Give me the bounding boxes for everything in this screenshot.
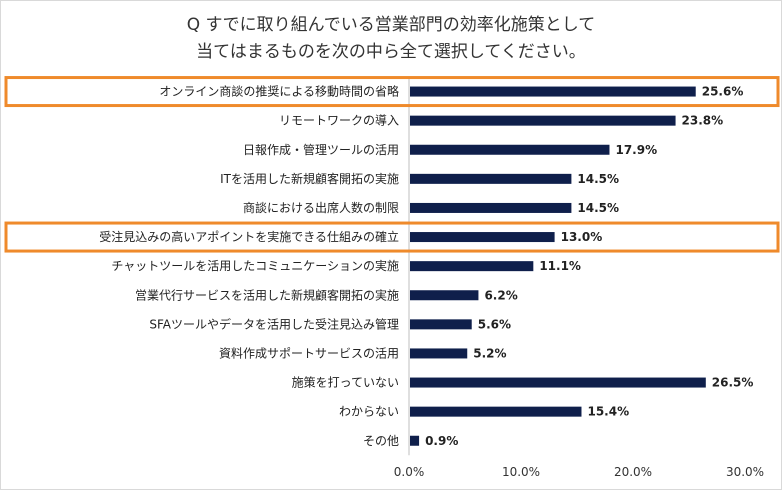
category-label: 資料作成サポートサービスの活用: [219, 346, 399, 360]
value-label: 11.1%: [539, 259, 581, 273]
category-label: 商談における出席人数の制限: [243, 200, 399, 215]
value-label: 5.2%: [473, 346, 506, 360]
value-label: 0.9%: [425, 434, 458, 448]
category-label: チャットツールを活用したコミュニケーションの実施: [111, 258, 399, 273]
x-tick-label: 30.0%: [726, 465, 764, 479]
bar: [410, 290, 479, 301]
chart-title-line2: 当てはまるものを次の中ら全て選択してください。: [196, 42, 586, 62]
x-tick-label: 10.0%: [502, 465, 540, 479]
category-label: 受注見込みの高いアポイントを実施できる仕組みの確立: [99, 229, 399, 244]
value-label: 17.9%: [615, 143, 657, 157]
category-label: オンライン商談の推奨による移動時間の省略: [159, 84, 399, 99]
highlight-box: [4, 221, 780, 253]
bar: [410, 261, 534, 272]
value-label: 23.8%: [682, 114, 724, 128]
category-label: 日報作成・管理ツールの活用: [243, 142, 399, 157]
bar: [410, 173, 572, 184]
bar: [410, 377, 706, 388]
category-label: SFAツールやデータを活用した受注見込み管理: [149, 316, 399, 331]
bar: [410, 144, 610, 155]
value-label: 14.5%: [577, 172, 619, 186]
x-tick-label: 0.0%: [394, 465, 425, 479]
bar: [410, 202, 572, 213]
x-tick-label: 20.0%: [614, 465, 652, 479]
chart-title-line1: Q すでに取り組んでいる営業部門の効率化施策として: [186, 15, 596, 35]
category-label: わからない: [339, 405, 399, 419]
highlight-box: [4, 76, 780, 108]
value-label: 6.2%: [484, 288, 517, 302]
category-label: 営業代行サービスを活用した新規顧客開拓の実施: [135, 287, 399, 302]
value-label: 13.0%: [561, 230, 603, 244]
bar: [410, 115, 676, 126]
value-label: 25.6%: [702, 85, 744, 99]
value-label: 14.5%: [577, 201, 619, 215]
value-label: 5.6%: [478, 317, 511, 331]
category-label: 施策を打っていない: [292, 376, 399, 390]
bar: [410, 232, 555, 243]
bar: [410, 319, 472, 330]
bar: [410, 86, 696, 97]
value-label: 26.5%: [712, 376, 754, 390]
bar: [410, 348, 468, 359]
bar: [410, 406, 582, 417]
bar: [410, 435, 420, 446]
category-label: ITを活用した新規顧客開拓の実施: [220, 171, 399, 186]
value-label: 15.4%: [587, 405, 629, 419]
category-label: リモートワークの導入: [279, 114, 399, 128]
category-label: その他: [363, 434, 399, 448]
